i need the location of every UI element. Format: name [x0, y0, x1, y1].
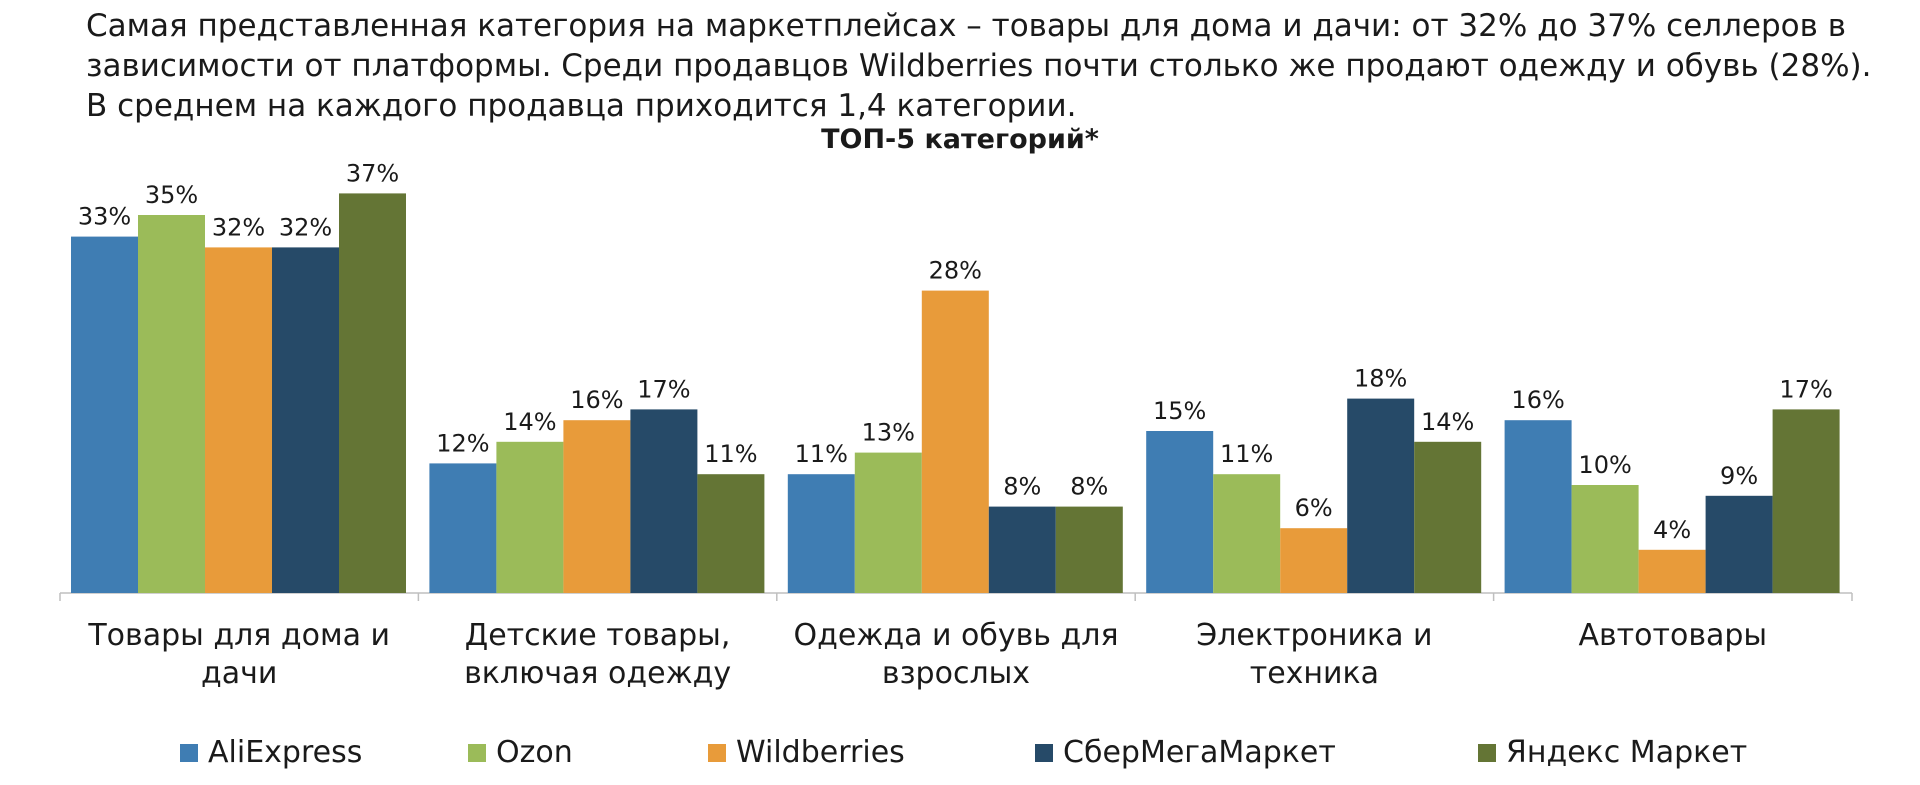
data-label: 16% [570, 386, 623, 414]
bar [339, 193, 406, 593]
bar [205, 247, 272, 593]
bar [1347, 398, 1415, 593]
chart-title: ТОП-5 категорий* [821, 124, 1099, 155]
data-label: 17% [1779, 375, 1832, 403]
chart-legend: AliExpress Ozon Wildberries СберМегаМаркет Я… [0, 735, 1920, 781]
data-label: 10% [1578, 451, 1631, 479]
bar [272, 247, 339, 593]
legend-swatch [468, 743, 486, 762]
legend-swatch [1478, 743, 1496, 762]
data-label: 8% [1070, 473, 1108, 501]
legend-swatch [1035, 743, 1053, 762]
bar [1055, 506, 1123, 593]
legend-label: Ozon [496, 735, 573, 770]
data-label: 12% [436, 429, 489, 457]
data-label: 32% [279, 213, 332, 241]
legend-item: AliExpress [180, 735, 362, 770]
bar [697, 474, 765, 593]
bar [1146, 431, 1214, 593]
data-label: 33% [78, 203, 131, 231]
bar [429, 463, 497, 593]
legend-swatch [180, 743, 198, 762]
legend-label: Яндекс Маркет [1506, 735, 1748, 770]
bar [1638, 549, 1706, 593]
category-label: Товары для дома и дачи [87, 618, 390, 691]
data-label: 14% [503, 408, 556, 436]
bar [988, 506, 1056, 593]
legend-item: Яндекс Маркет [1478, 735, 1747, 770]
data-label: 14% [1421, 408, 1474, 436]
legend-item: Ozon [468, 735, 573, 770]
category-label: Автотовары [1578, 618, 1767, 653]
bar [563, 420, 631, 593]
data-label: 35% [145, 181, 198, 209]
data-label: 11% [1220, 440, 1273, 468]
data-label: 15% [1153, 397, 1206, 425]
legend-label: Wildberries [736, 735, 905, 770]
legend-label: AliExpress [208, 735, 363, 770]
bar [1772, 409, 1840, 593]
data-label: 11% [704, 440, 757, 468]
data-label: 13% [862, 419, 915, 447]
bar [630, 409, 698, 593]
bar [1213, 474, 1281, 593]
data-label: 8% [1003, 473, 1041, 501]
legend-swatch [708, 743, 726, 762]
category-label: Одежда и обувь для взрослых [793, 618, 1118, 691]
bar [1414, 441, 1482, 593]
bar [1705, 495, 1773, 593]
bar [71, 236, 138, 593]
data-label: 16% [1511, 386, 1564, 414]
data-label: 37% [346, 159, 399, 187]
data-label: 4% [1653, 516, 1691, 544]
category-label: Электроника и техника [1196, 618, 1432, 691]
data-label: 9% [1720, 462, 1758, 490]
data-label: 6% [1295, 494, 1333, 522]
bar-chart: 33% 35% 32% 32% 37% Товары для дома и дачи 12% 1… [59, 159, 1853, 691]
data-label: 28% [929, 257, 982, 285]
data-label: 32% [212, 213, 265, 241]
data-label: 18% [1354, 365, 1407, 393]
bar [1280, 528, 1348, 593]
bar [921, 290, 989, 593]
legend-label: СберМегаМаркет [1063, 735, 1336, 770]
bar [1504, 420, 1572, 593]
data-label: 17% [637, 375, 690, 403]
bar [787, 474, 855, 593]
legend-item: Wildberries [708, 735, 905, 770]
bar [496, 441, 564, 593]
legend-item: СберМегаМаркет [1035, 735, 1336, 770]
bar [854, 452, 922, 593]
bar [138, 215, 205, 593]
bar [1571, 485, 1639, 593]
intro-text: Самая представленная категория на маркет… [86, 8, 1872, 124]
data-label: 11% [795, 440, 848, 468]
category-label: Детские товары, включая одежду [464, 618, 731, 691]
